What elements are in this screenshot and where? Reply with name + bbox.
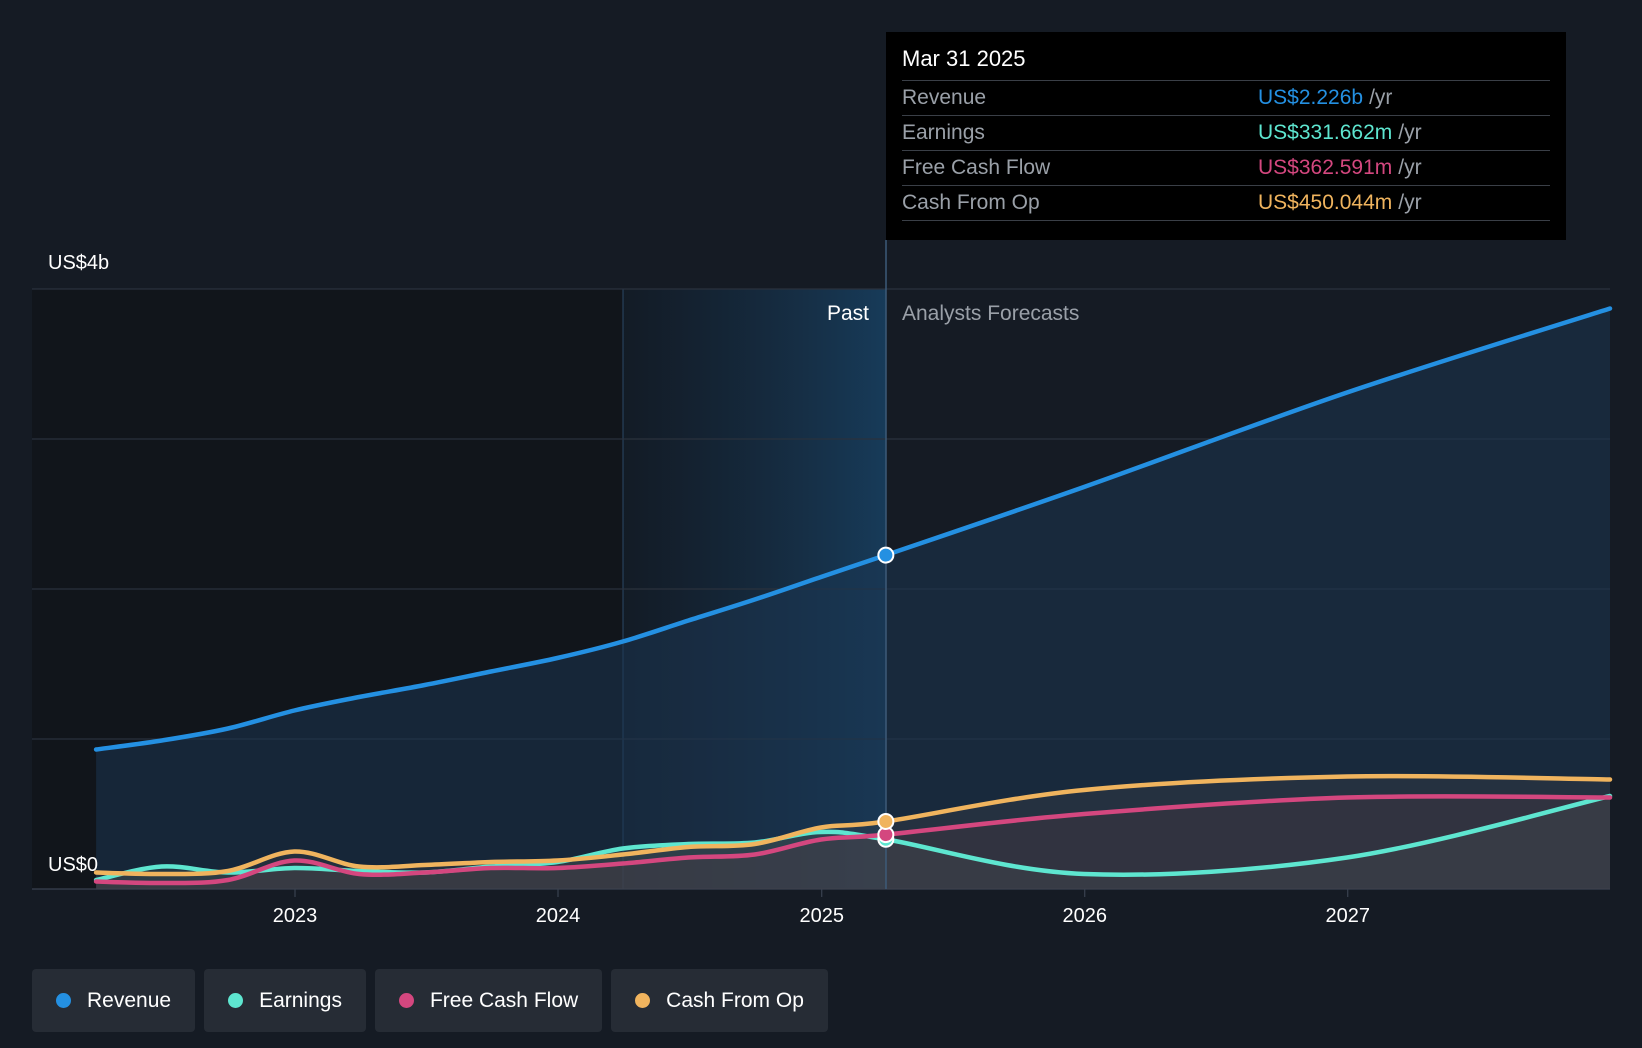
x-axis-ticks: 2023 2024 2025 2026 2027: [273, 889, 1370, 927]
free-cash-flow-dot-icon: [398, 993, 414, 1008]
forecast-label: Analysts Forecasts: [902, 302, 1079, 325]
legend-label: Revenue: [87, 988, 172, 1012]
legend-item-earnings[interactable]: Earnings: [204, 969, 366, 1032]
revenue-line: [93, 306, 1613, 752]
legend-item-free-cash-flow[interactable]: Free Cash Flow: [374, 969, 603, 1032]
x-tick-label: 2023: [273, 905, 318, 927]
tooltip-date: Mar 31 2025: [902, 46, 1026, 71]
free-cash-flow-line: [93, 794, 1613, 886]
tooltip-unit: /yr: [1398, 191, 1422, 214]
tooltip-row-free-cash-flow: Free Cash Flow US$362.591m /yr: [902, 150, 1550, 185]
tooltip-value: US$450.044m: [1258, 191, 1393, 214]
legend-item-cash-from-op[interactable]: Cash From Op: [611, 969, 828, 1032]
legend: Revenue Earnings Free Cash Flow Cash Fro…: [32, 969, 828, 1032]
x-tick-label: 2025: [799, 905, 844, 927]
y-axis-top-label: US$4b: [48, 252, 110, 274]
tooltip-unit: /yr: [1398, 156, 1422, 179]
x-tick-label: 2027: [1325, 905, 1370, 927]
legend-label: Earnings: [259, 988, 342, 1012]
cash-from-op-marker: [877, 812, 895, 830]
tooltip: Mar 31 2025 Revenue US$2.226b /yr Earnin…: [886, 32, 1566, 240]
past-label: Past: [827, 302, 869, 325]
cash-from-op-line: [93, 773, 1613, 877]
highlight-markers: [877, 546, 895, 848]
tooltip-label: Cash From Op: [902, 191, 1040, 214]
tooltip-value: US$2.226b: [1258, 86, 1364, 109]
tooltip-label: Free Cash Flow: [902, 156, 1051, 179]
tooltip-unit: /yr: [1398, 121, 1422, 144]
legend-item-revenue[interactable]: Revenue: [32, 969, 196, 1032]
tooltip-row-cash-from-op: Cash From Op US$450.044m /yr: [902, 185, 1550, 221]
earnings-dot-icon: [228, 993, 244, 1008]
tooltip-value: US$331.662m: [1258, 121, 1393, 144]
tooltip-row-revenue: Revenue US$2.226b /yr: [902, 80, 1550, 115]
revenue-marker: [877, 546, 895, 564]
earnings-area: [96, 796, 1611, 889]
tooltip-label: Revenue: [902, 86, 987, 109]
x-tick-label: 2026: [1062, 905, 1107, 927]
tooltip-row-earnings: Earnings US$331.662m /yr: [902, 115, 1550, 150]
x-tick-label: 2024: [536, 905, 581, 927]
revenue-area: [96, 308, 1611, 889]
tooltip-label: Earnings: [902, 121, 985, 144]
revenue-dot-icon: [56, 993, 71, 1008]
y-axis-bottom-label: US$0: [48, 854, 99, 876]
earnings-line: [93, 793, 1613, 883]
series-lines: [93, 306, 1613, 886]
legend-label: Cash From Op: [666, 988, 804, 1012]
tooltip-value: US$362.591m: [1258, 156, 1393, 179]
legend-label: Free Cash Flow: [429, 988, 579, 1012]
cash-from-op-dot-icon: [635, 993, 651, 1008]
tooltip-unit: /yr: [1369, 86, 1393, 109]
free-cash-flow-area: [96, 796, 1611, 889]
